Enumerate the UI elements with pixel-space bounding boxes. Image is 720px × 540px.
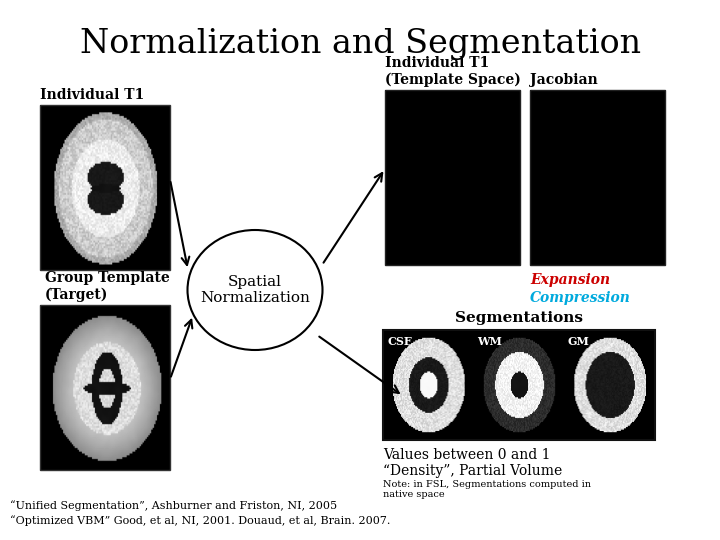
Text: Normalization and Segmentation: Normalization and Segmentation bbox=[79, 28, 641, 60]
Text: GM: GM bbox=[568, 336, 590, 347]
Bar bbox=[383, 330, 655, 440]
Text: Group Template
(Target): Group Template (Target) bbox=[45, 271, 170, 302]
Text: Compression: Compression bbox=[530, 291, 631, 305]
Text: Individual T1: Individual T1 bbox=[40, 88, 144, 102]
Text: Values between 0 and 1: Values between 0 and 1 bbox=[383, 448, 551, 462]
Text: Individual T1
(Template Space): Individual T1 (Template Space) bbox=[385, 56, 521, 87]
Bar bbox=[385, 90, 520, 265]
Bar bbox=[530, 90, 665, 265]
Text: Segmentations: Segmentations bbox=[455, 311, 583, 325]
Bar bbox=[383, 330, 655, 440]
Text: Expansion: Expansion bbox=[530, 273, 610, 287]
Bar bbox=[40, 305, 170, 470]
Text: Spatial
Normalization: Spatial Normalization bbox=[200, 275, 310, 305]
Text: “Density”, Partial Volume: “Density”, Partial Volume bbox=[383, 464, 562, 478]
Ellipse shape bbox=[187, 230, 323, 350]
Bar bbox=[40, 105, 170, 270]
Text: CSF: CSF bbox=[387, 336, 412, 347]
Text: “Unified Segmentation”, Ashburner and Friston, NI, 2005: “Unified Segmentation”, Ashburner and Fr… bbox=[10, 500, 337, 511]
Text: Jacobian: Jacobian bbox=[530, 73, 598, 87]
Text: WM: WM bbox=[477, 336, 502, 347]
Text: “Optimized VBM” Good, et al, NI, 2001. Douaud, et al, Brain. 2007.: “Optimized VBM” Good, et al, NI, 2001. D… bbox=[10, 515, 390, 526]
Text: Note: in FSL, Segmentations computed in
native space: Note: in FSL, Segmentations computed in … bbox=[383, 480, 591, 500]
